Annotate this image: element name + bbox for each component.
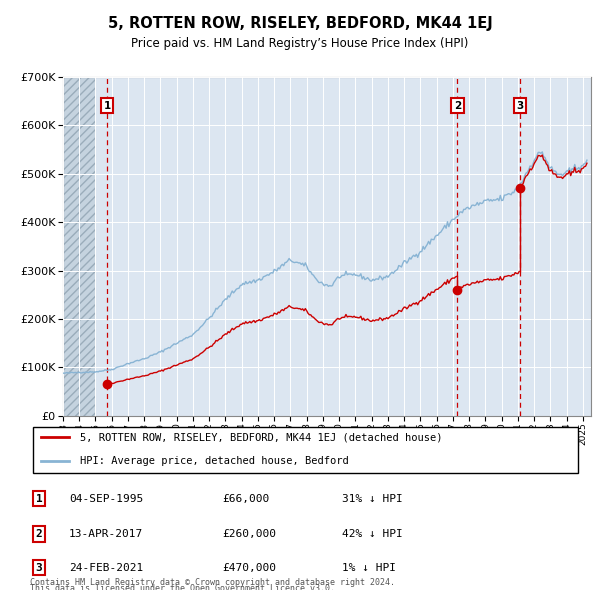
- Text: Price paid vs. HM Land Registry’s House Price Index (HPI): Price paid vs. HM Land Registry’s House …: [131, 37, 469, 50]
- Text: £260,000: £260,000: [222, 529, 276, 539]
- Text: HPI: Average price, detached house, Bedford: HPI: Average price, detached house, Bedf…: [80, 456, 349, 466]
- Text: £66,000: £66,000: [222, 494, 269, 503]
- Text: 31% ↓ HPI: 31% ↓ HPI: [342, 494, 403, 503]
- Text: Contains HM Land Registry data © Crown copyright and database right 2024.: Contains HM Land Registry data © Crown c…: [30, 578, 395, 587]
- Text: 2: 2: [35, 529, 43, 539]
- Text: 3: 3: [35, 563, 43, 572]
- Text: 2: 2: [454, 101, 461, 111]
- Text: 1% ↓ HPI: 1% ↓ HPI: [342, 563, 396, 572]
- Text: 13-APR-2017: 13-APR-2017: [69, 529, 143, 539]
- Text: 1: 1: [35, 494, 43, 503]
- Text: 1: 1: [103, 101, 110, 111]
- Text: 5, ROTTEN ROW, RISELEY, BEDFORD, MK44 1EJ: 5, ROTTEN ROW, RISELEY, BEDFORD, MK44 1E…: [107, 16, 493, 31]
- Text: 5, ROTTEN ROW, RISELEY, BEDFORD, MK44 1EJ (detached house): 5, ROTTEN ROW, RISELEY, BEDFORD, MK44 1E…: [80, 432, 442, 442]
- Text: £470,000: £470,000: [222, 563, 276, 572]
- Text: 3: 3: [516, 101, 523, 111]
- Text: 04-SEP-1995: 04-SEP-1995: [69, 494, 143, 503]
- Text: This data is licensed under the Open Government Licence v3.0.: This data is licensed under the Open Gov…: [30, 584, 335, 590]
- Text: 42% ↓ HPI: 42% ↓ HPI: [342, 529, 403, 539]
- Text: 24-FEB-2021: 24-FEB-2021: [69, 563, 143, 572]
- FancyBboxPatch shape: [33, 427, 578, 473]
